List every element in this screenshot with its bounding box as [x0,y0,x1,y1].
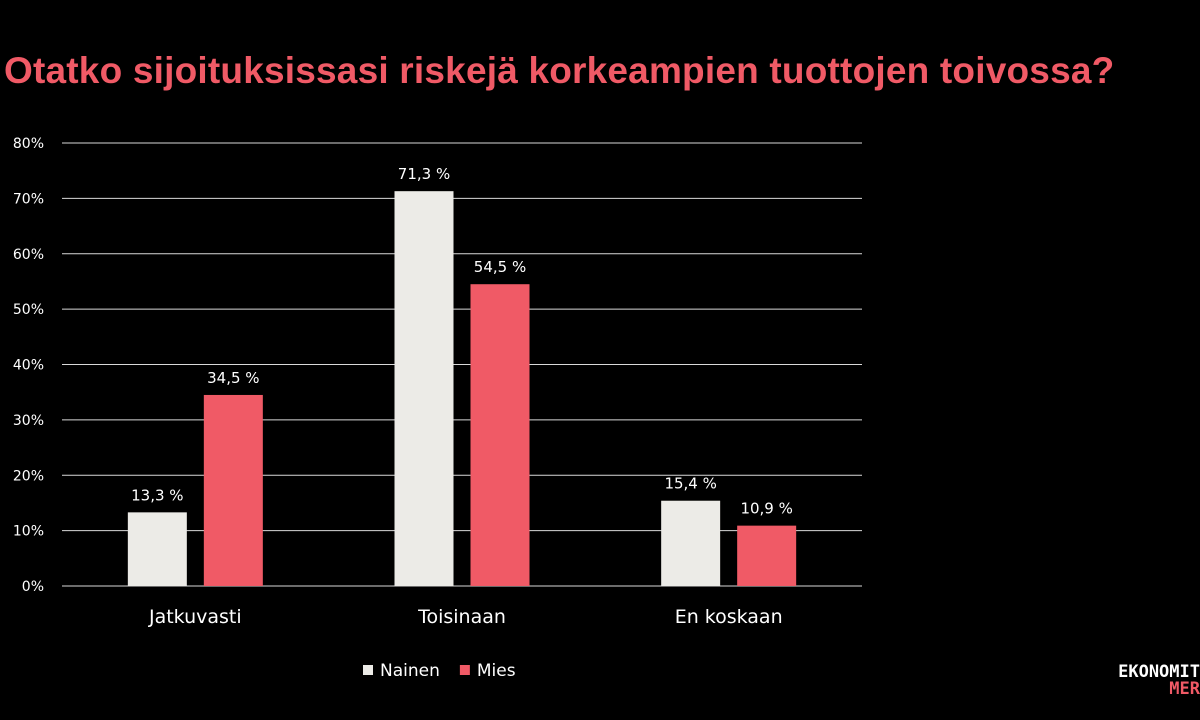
data-label: 15,4 % [664,475,716,493]
legend-label: Nainen [380,661,440,681]
legend-label: Mies [477,661,516,681]
y-axis-ticks: 0% 10% 20% 30% 40% 50% 60% 70% 80% [13,136,44,595]
ekonomit-logo: EKONOMIT MER [1090,664,1200,698]
data-labels: 13,3 % 34,5 % 71,3 % 54,5 % 15,4 % 10,9 % [131,165,793,517]
y-tick-label: 50% [13,302,44,318]
category-label: En koskaan [675,606,783,628]
y-tick-label: 20% [13,468,44,484]
y-tick-label: 0% [22,579,44,595]
bars [127,191,797,586]
y-tick-label: 60% [13,247,44,263]
gridlines [62,142,862,587]
chart-title: Otatko sijoituksissasi riskejä korkeampi… [4,50,1115,91]
category-label: Toisinaan [417,606,506,628]
y-tick-label: 30% [13,413,44,429]
bar [127,512,187,586]
legend-swatch [459,665,470,675]
y-tick-label: 70% [13,191,44,207]
bar [394,191,454,586]
data-label: 34,5 % [207,369,259,387]
logo-line-2: MER [1169,679,1200,698]
data-label: 54,5 % [474,258,526,276]
bar [661,500,721,586]
legend: Nainen Mies [363,661,516,681]
data-label: 13,3 % [131,486,183,504]
legend-swatch [363,665,373,675]
y-tick-label: 40% [13,358,44,374]
bar [203,394,263,586]
y-tick-label: 10% [13,524,44,540]
x-axis-categories: Jatkuvasti Toisinaan En koskaan [148,606,783,628]
data-label: 10,9 % [740,500,792,518]
y-tick-label: 80% [13,136,44,152]
logo-line-1: EKONOMIT [1118,664,1200,682]
data-label: 71,3 % [398,165,450,183]
bar [470,284,530,586]
bar [737,525,797,586]
category-label: Jatkuvasti [148,606,242,628]
